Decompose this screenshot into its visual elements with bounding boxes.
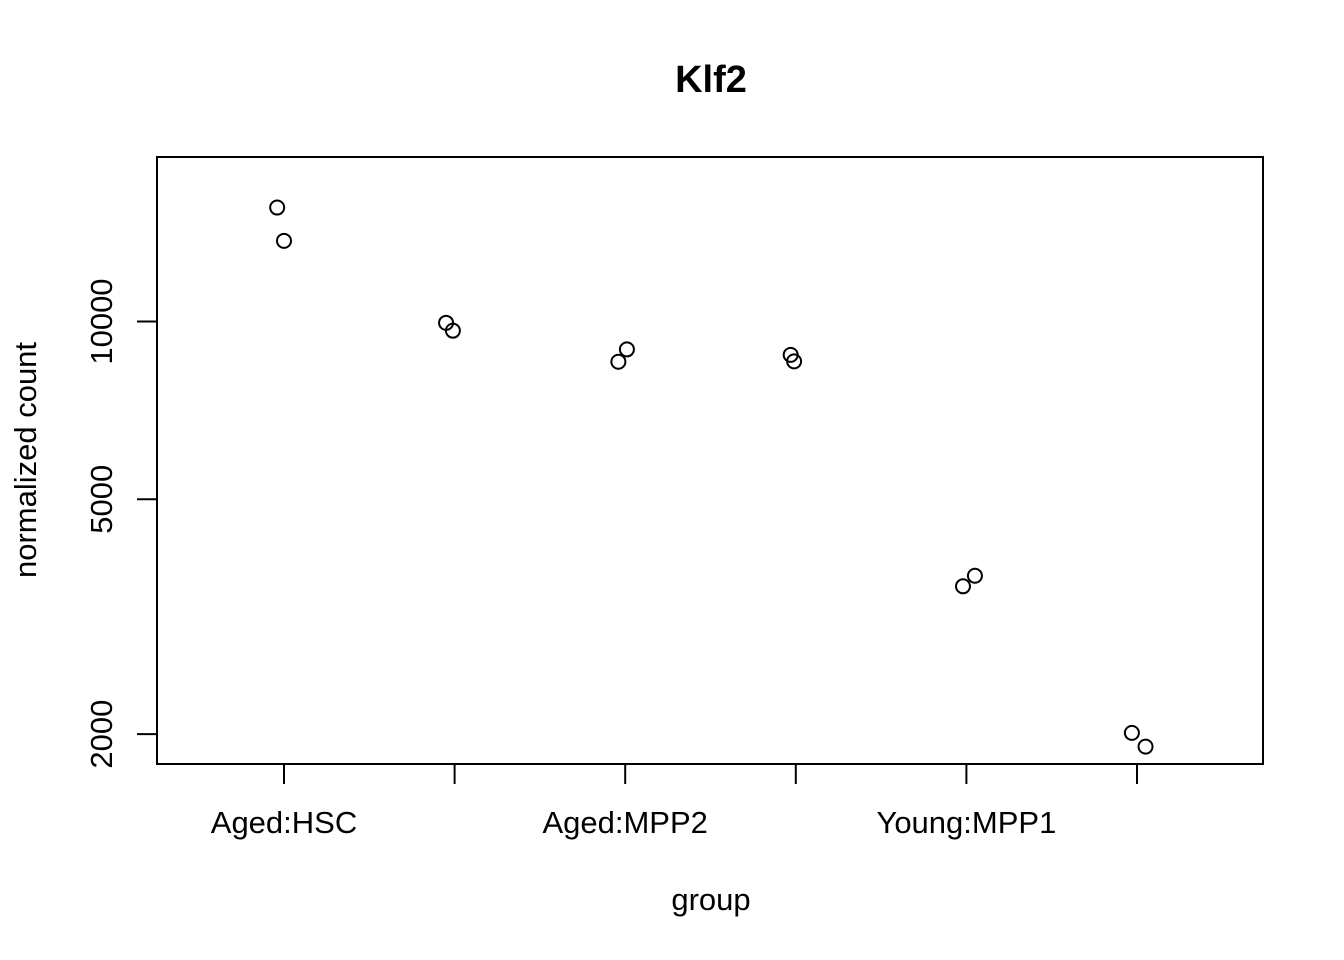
data-point (954, 578, 971, 595)
y-tick-label: 5000 (84, 465, 119, 534)
y-tick-label: 2000 (84, 700, 119, 769)
data-point (966, 567, 983, 584)
data-point (618, 341, 635, 358)
x-axis: Aged:HSC Aged:MPP2 Young:MPP1 (211, 764, 1138, 840)
y-axis: 2000 5000 10000 (84, 278, 157, 769)
data-point (1137, 738, 1154, 755)
data-point (276, 232, 292, 249)
x-tick-label: Young:MPP1 (876, 805, 1056, 840)
y-tick-label: 10000 (84, 278, 119, 364)
y-axis-label: normalized count (8, 342, 43, 578)
data-point (1123, 724, 1140, 741)
plot-frame (156, 156, 1264, 765)
x-tick-label: Aged:MPP2 (542, 805, 707, 840)
data-point (610, 353, 627, 370)
data-point (444, 322, 461, 339)
chart-title: Klf2 (675, 59, 747, 101)
data-points (269, 199, 1154, 755)
data-point (786, 353, 803, 370)
x-tick-label: Aged:HSC (211, 805, 357, 840)
data-point (269, 199, 286, 216)
x-axis-label: group (671, 882, 750, 917)
